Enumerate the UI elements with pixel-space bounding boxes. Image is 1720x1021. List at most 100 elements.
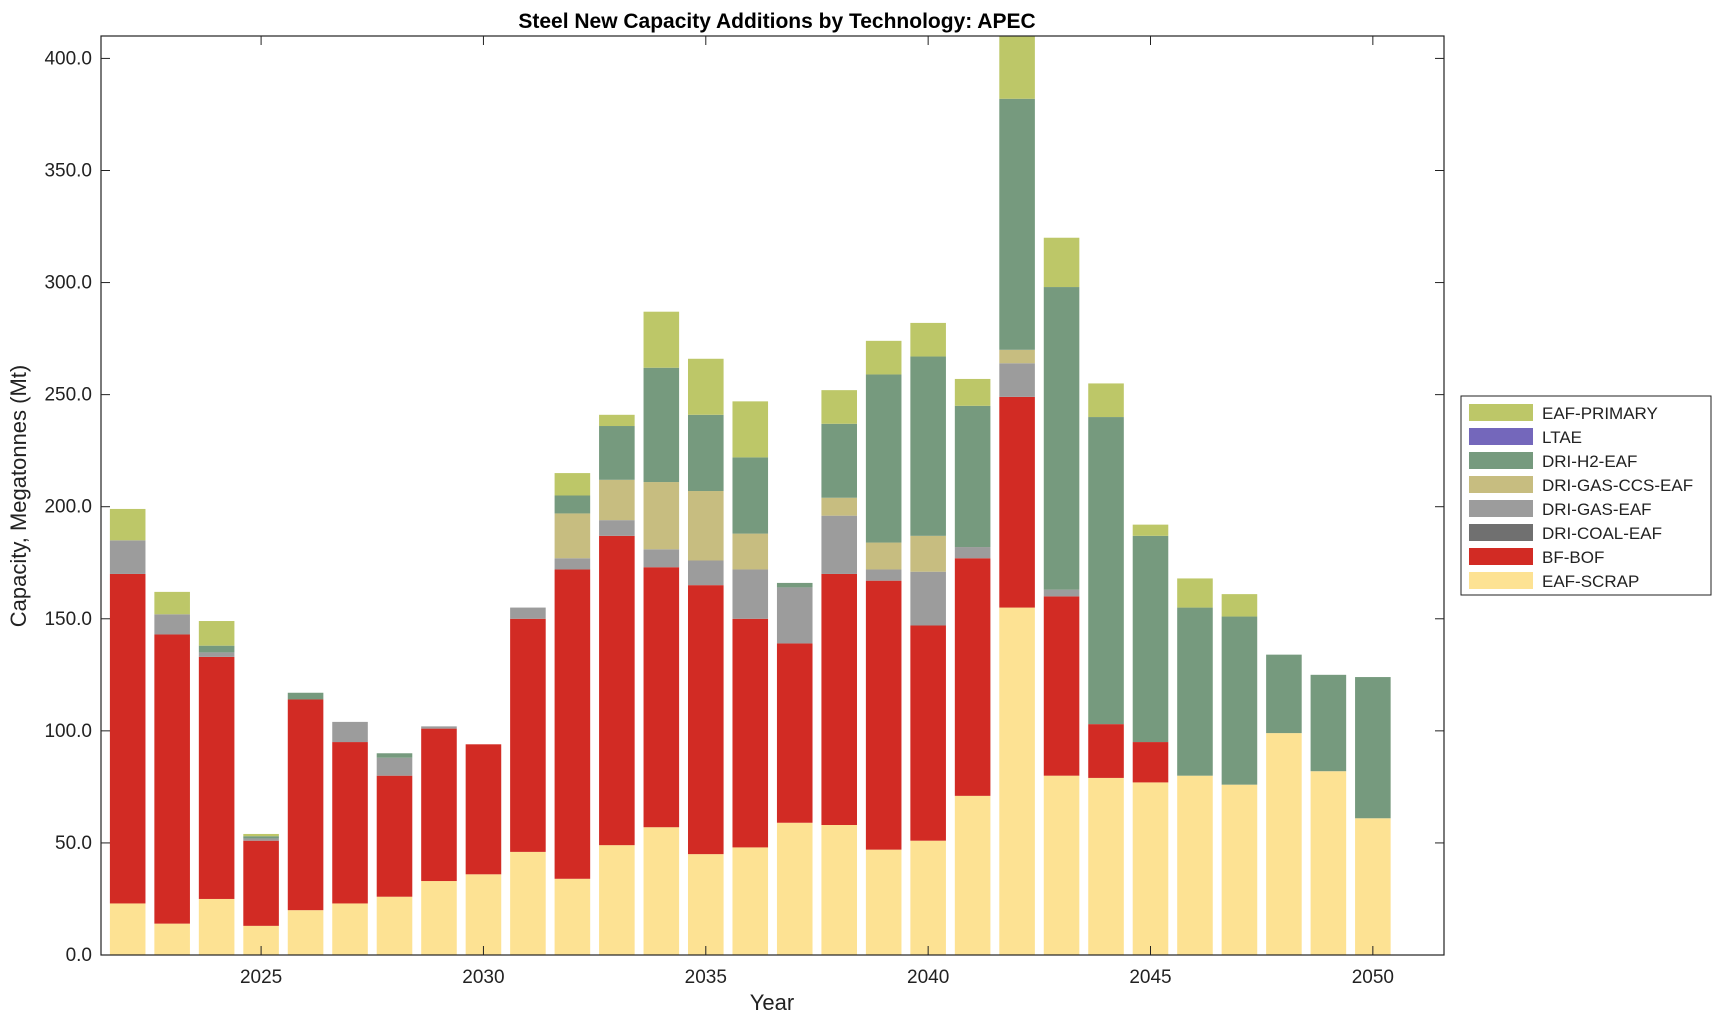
bar-bf-bof-2033 bbox=[599, 535, 635, 846]
y-tick-label: 400.0 bbox=[44, 48, 92, 69]
bar-bf-bof-2028 bbox=[376, 775, 413, 897]
x-tick-label: 2025 bbox=[240, 967, 282, 988]
bar-eaf-primary-2043 bbox=[1043, 237, 1080, 288]
bar-dri-h2-eaf-2045 bbox=[1132, 535, 1169, 743]
bar-eaf-primary-2047 bbox=[1221, 594, 1258, 617]
bar-bf-bof-2039 bbox=[865, 580, 902, 850]
legend-label-eaf-primary: EAF-PRIMARY bbox=[1542, 404, 1658, 423]
bar-dri-gas-eaf-2028 bbox=[376, 757, 413, 776]
legend-label-dri-coal-eaf: DRI-COAL-EAF bbox=[1542, 524, 1662, 543]
bar-dri-gas-eaf-2038 bbox=[821, 515, 857, 574]
bar-bf-bof-2038 bbox=[821, 573, 857, 825]
bar-bf-bof-2025 bbox=[243, 840, 279, 926]
bar-dri-h2-eaf-2047 bbox=[1221, 616, 1258, 785]
legend-label-dri-h2-eaf: DRI-H2-EAF bbox=[1542, 452, 1637, 471]
legend-label-ltae: LTAE bbox=[1542, 428, 1582, 447]
x-axis: 2025 2030 2035 2040 2045 2050 bbox=[240, 36, 1394, 988]
x-tick-label: 2030 bbox=[462, 967, 504, 988]
bar-dri-h2-eaf-2043 bbox=[1043, 287, 1080, 590]
bar-eaf-scrap-2045 bbox=[1132, 782, 1169, 955]
bar-eaf-scrap-2043 bbox=[1043, 775, 1080, 955]
bar-bf-bof-2036 bbox=[732, 618, 769, 848]
legend: EAF-PRIMARY LTAE DRI-H2-EAF DRI-GAS-CCS-EAF… bbox=[1460, 395, 1712, 596]
bar-dri-h2-eaf-2042 bbox=[999, 98, 1035, 350]
y-tick-label: 350.0 bbox=[44, 160, 92, 181]
bar-dri-gas-eaf-2033 bbox=[599, 520, 635, 536]
bar-eaf-scrap-2041 bbox=[954, 795, 991, 955]
bar-dri-h2-eaf-2040 bbox=[910, 356, 946, 536]
bar-dri-h2-eaf-2046 bbox=[1177, 607, 1213, 776]
bar-bf-bof-2029 bbox=[421, 728, 457, 882]
bar-dri-gas-eaf-2024 bbox=[198, 652, 235, 657]
bar-dri-h2-eaf-2033 bbox=[599, 426, 635, 480]
y-tick-label: 300.0 bbox=[44, 273, 92, 294]
bar-bf-bof-2024 bbox=[198, 656, 235, 899]
bar-eaf-scrap-2036 bbox=[732, 847, 769, 955]
bar-eaf-scrap-2023 bbox=[154, 923, 190, 955]
legend-swatch-dri-gas-ccs-eaf bbox=[1469, 476, 1533, 493]
x-tick-label: 2035 bbox=[685, 967, 727, 988]
bar-eaf-primary-2042 bbox=[999, 36, 1035, 99]
bar-eaf-scrap-2033 bbox=[599, 845, 635, 955]
x-tick-label: 2050 bbox=[1352, 967, 1394, 988]
legend-swatch-ltae bbox=[1469, 428, 1533, 445]
bar-bf-bof-2044 bbox=[1088, 724, 1124, 778]
bar-dri-gas-eaf-2031 bbox=[510, 607, 546, 619]
bar-dri-h2-eaf-2034 bbox=[643, 367, 680, 483]
bar-bf-bof-2031 bbox=[510, 618, 546, 852]
bar-dri-h2-eaf-2044 bbox=[1088, 417, 1124, 725]
legend-swatch-bf-bof bbox=[1469, 548, 1533, 565]
y-tick-label: 50.0 bbox=[55, 833, 92, 854]
bar-dri-h2-eaf-2039 bbox=[865, 374, 902, 543]
bar-eaf-primary-2035 bbox=[688, 358, 724, 415]
legend-swatch-eaf-primary bbox=[1469, 404, 1533, 421]
bar-eaf-primary-2044 bbox=[1088, 383, 1124, 418]
bar-bf-bof-2043 bbox=[1043, 596, 1080, 776]
bar-eaf-primary-2033 bbox=[599, 414, 635, 427]
bar-dri-gas-ccs-eaf-2032 bbox=[554, 513, 591, 559]
bar-dri-gas-eaf-2036 bbox=[732, 569, 769, 619]
bar-bf-bof-2032 bbox=[554, 569, 591, 879]
bar-dri-h2-eaf-2048 bbox=[1266, 654, 1302, 734]
legend-swatch-eaf-scrap bbox=[1469, 572, 1533, 589]
bar-dri-gas-eaf-2039 bbox=[865, 569, 902, 581]
bar-bf-bof-2041 bbox=[954, 558, 991, 796]
bar-eaf-primary-2046 bbox=[1177, 578, 1213, 608]
bar-dri-h2-eaf-2036 bbox=[732, 457, 769, 534]
y-tick-label: 100.0 bbox=[44, 721, 92, 742]
bar-dri-gas-ccs-eaf-2040 bbox=[910, 535, 946, 572]
bar-eaf-primary-2045 bbox=[1132, 524, 1169, 536]
legend-swatch-dri-gas-eaf bbox=[1469, 500, 1533, 517]
bar-dri-gas-eaf-2022 bbox=[109, 540, 146, 574]
bar-dri-gas-eaf-2042 bbox=[999, 363, 1035, 397]
bar-dri-gas-ccs-eaf-2038 bbox=[821, 497, 857, 516]
y-tick-label: 250.0 bbox=[44, 385, 92, 406]
legend-swatch-dri-coal-eaf bbox=[1469, 524, 1533, 541]
bar-bf-bof-2023 bbox=[154, 634, 190, 924]
bar-dri-h2-eaf-2028 bbox=[376, 753, 413, 758]
bar-eaf-primary-2036 bbox=[732, 401, 769, 458]
bar-eaf-primary-2038 bbox=[821, 390, 857, 424]
bar-eaf-scrap-2049 bbox=[1310, 771, 1347, 955]
bar-eaf-scrap-2046 bbox=[1177, 775, 1213, 955]
plot-area-frame bbox=[100, 35, 1445, 956]
bar-dri-gas-ccs-eaf-2039 bbox=[865, 542, 902, 570]
bar-eaf-scrap-2029 bbox=[421, 881, 457, 955]
bar-eaf-scrap-2039 bbox=[865, 849, 902, 955]
bar-eaf-scrap-2028 bbox=[376, 896, 413, 955]
bar-dri-h2-eaf-2041 bbox=[954, 405, 991, 548]
bar-dri-h2-eaf-2038 bbox=[821, 423, 857, 498]
bar-dri-h2-eaf-2037 bbox=[776, 582, 813, 588]
bar-dri-gas-ccs-eaf-2042 bbox=[999, 349, 1035, 364]
bar-eaf-scrap-2038 bbox=[821, 824, 857, 955]
bar-eaf-scrap-2050 bbox=[1355, 818, 1391, 955]
bar-bf-bof-2040 bbox=[910, 625, 946, 841]
bar-eaf-scrap-2022 bbox=[109, 903, 146, 955]
legend-swatch-dri-h2-eaf bbox=[1469, 452, 1533, 469]
bar-dri-gas-eaf-2035 bbox=[688, 560, 724, 586]
chart-title: Steel New Capacity Additions by Technolo… bbox=[518, 10, 1035, 33]
bar-dri-h2-eaf-2050 bbox=[1355, 677, 1391, 819]
bar-eaf-primary-2025 bbox=[243, 833, 279, 837]
bar-bf-bof-2034 bbox=[643, 567, 680, 828]
